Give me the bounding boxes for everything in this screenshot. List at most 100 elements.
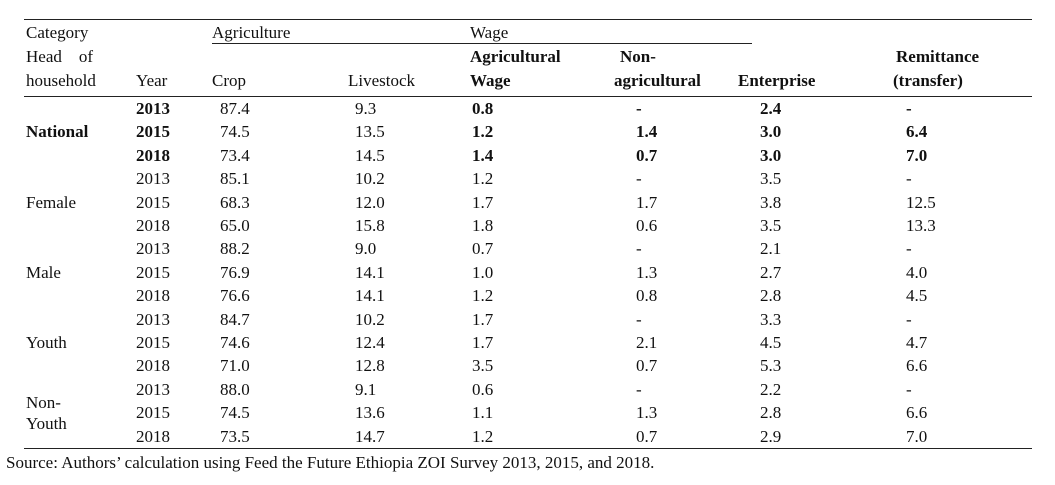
header-non-agricultural-line2: agricultural bbox=[614, 71, 701, 90]
cell-livestock: 10.2 bbox=[355, 169, 385, 189]
wage-rule bbox=[470, 43, 752, 44]
cell-non-agricultural-wage: 0.7 bbox=[636, 356, 658, 376]
cell-enterprise: 3.0 bbox=[760, 145, 782, 165]
cell-non-agricultural-wage: 0.7 bbox=[636, 145, 658, 165]
cell-crop: 88.2 bbox=[220, 239, 250, 259]
cell-year: 2015 bbox=[136, 403, 170, 423]
header-agriculture: Agriculture bbox=[212, 23, 291, 42]
cell-non-agricultural-wage: 1.3 bbox=[636, 403, 658, 423]
cell-agricultural-wage: 1.2 bbox=[472, 169, 494, 189]
cell-remittance: - bbox=[906, 239, 912, 259]
header-head-of: Head of bbox=[26, 47, 94, 66]
group-label: National bbox=[26, 122, 89, 142]
cell-remittance: - bbox=[906, 169, 912, 189]
cell-enterprise: 2.4 bbox=[760, 99, 782, 118]
cell-year: 2013 bbox=[136, 169, 170, 189]
cell-livestock: 14.5 bbox=[355, 145, 385, 165]
cell-livestock: 12.0 bbox=[355, 192, 385, 212]
cell-livestock: 10.2 bbox=[355, 309, 385, 329]
group-label: Non- Youth bbox=[26, 392, 67, 433]
header-remittance-line2: (transfer) bbox=[893, 71, 963, 90]
cell-non-agricultural-wage: - bbox=[636, 99, 642, 118]
cell-year: 2018 bbox=[136, 145, 170, 165]
cell-remittance: 6.6 bbox=[906, 356, 928, 376]
header-agricultural-wage-line1: Agricultural bbox=[470, 47, 561, 66]
cell-enterprise: 2.1 bbox=[760, 239, 782, 259]
group-label: Female bbox=[26, 192, 77, 212]
agriculture-rule bbox=[212, 43, 470, 44]
table-bottom-rule bbox=[24, 448, 1032, 449]
cell-remittance: - bbox=[906, 379, 912, 399]
cell-agricultural-wage: 1.1 bbox=[472, 403, 494, 423]
header-category: Category bbox=[26, 23, 89, 42]
cell-agricultural-wage: 1.2 bbox=[472, 122, 494, 142]
cell-livestock: 9.1 bbox=[355, 379, 377, 399]
cell-livestock: 13.6 bbox=[355, 403, 385, 423]
cell-year: 2013 bbox=[136, 309, 170, 329]
cell-year: 2018 bbox=[136, 356, 170, 376]
cell-crop: 85.1 bbox=[220, 169, 250, 189]
cell-non-agricultural-wage: 0.6 bbox=[636, 216, 658, 235]
cell-agricultural-wage: 3.5 bbox=[472, 356, 494, 376]
cell-remittance: - bbox=[906, 309, 912, 329]
cell-agricultural-wage: 1.2 bbox=[472, 286, 494, 306]
header-household: household bbox=[26, 71, 96, 90]
cell-non-agricultural-wage: 1.7 bbox=[636, 192, 658, 212]
cell-year: 2013 bbox=[136, 99, 170, 118]
cell-year: 2018 bbox=[136, 286, 170, 306]
cell-remittance: 12.5 bbox=[906, 192, 936, 212]
cell-livestock: 14.7 bbox=[355, 426, 385, 446]
cell-enterprise: 5.3 bbox=[760, 356, 782, 376]
cell-crop: 88.0 bbox=[220, 379, 250, 399]
cell-agricultural-wage: 1.7 bbox=[472, 333, 494, 352]
cell-agricultural-wage: 1.2 bbox=[472, 426, 494, 446]
cell-non-agricultural-wage: - bbox=[636, 309, 642, 329]
cell-agricultural-wage: 0.6 bbox=[472, 379, 494, 399]
cell-year: 2018 bbox=[136, 426, 170, 446]
cell-crop: 71.0 bbox=[220, 356, 250, 376]
cell-non-agricultural-wage: 1.4 bbox=[636, 122, 658, 142]
cell-livestock: 12.8 bbox=[355, 356, 385, 376]
cell-livestock: 14.1 bbox=[355, 262, 385, 282]
header-year: Year bbox=[136, 71, 168, 90]
cell-crop: 76.9 bbox=[220, 262, 250, 282]
cell-enterprise: 2.7 bbox=[760, 262, 782, 282]
cell-crop: 73.5 bbox=[220, 426, 250, 446]
cell-remittance: 6.6 bbox=[906, 403, 928, 423]
cell-enterprise: 2.2 bbox=[760, 379, 782, 399]
cell-remittance: 13.3 bbox=[906, 216, 936, 235]
source-note: Source: Authors’ calculation using Feed … bbox=[6, 453, 655, 472]
cell-non-agricultural-wage: - bbox=[636, 239, 642, 259]
cell-livestock: 15.8 bbox=[355, 216, 385, 235]
cell-year: 2013 bbox=[136, 379, 170, 399]
cell-agricultural-wage: 1.7 bbox=[472, 309, 494, 329]
cell-crop: 84.7 bbox=[220, 309, 250, 329]
cell-crop: 74.5 bbox=[220, 403, 250, 423]
cell-crop: 74.5 bbox=[220, 122, 250, 142]
cell-remittance: - bbox=[906, 99, 912, 118]
cell-non-agricultural-wage: 1.3 bbox=[636, 262, 658, 282]
cell-livestock: 9.3 bbox=[355, 99, 377, 118]
cell-livestock: 9.0 bbox=[355, 239, 377, 259]
cell-enterprise: 3.5 bbox=[760, 169, 782, 189]
header-agricultural-wage-line2: Wage bbox=[470, 71, 511, 90]
cell-non-agricultural-wage: 0.8 bbox=[636, 286, 658, 306]
cell-livestock: 14.1 bbox=[355, 286, 385, 306]
cell-enterprise: 3.5 bbox=[760, 216, 782, 235]
cell-remittance: 4.0 bbox=[906, 262, 928, 282]
cell-year: 2015 bbox=[136, 192, 170, 212]
header-enterprise: Enterprise bbox=[738, 71, 816, 90]
cell-crop: 68.3 bbox=[220, 192, 250, 212]
cell-agricultural-wage: 0.8 bbox=[472, 99, 494, 118]
cell-enterprise: 4.5 bbox=[760, 333, 782, 352]
cell-non-agricultural-wage: - bbox=[636, 379, 642, 399]
cell-crop: 74.6 bbox=[220, 333, 250, 352]
cell-remittance: 7.0 bbox=[906, 426, 928, 446]
cell-remittance: 6.4 bbox=[906, 122, 928, 142]
cell-agricultural-wage: 1.0 bbox=[472, 262, 494, 282]
cell-crop: 73.4 bbox=[220, 145, 250, 165]
cell-agricultural-wage: 1.7 bbox=[472, 192, 494, 212]
cell-livestock: 12.4 bbox=[355, 333, 385, 352]
cell-livestock: 13.5 bbox=[355, 122, 385, 142]
